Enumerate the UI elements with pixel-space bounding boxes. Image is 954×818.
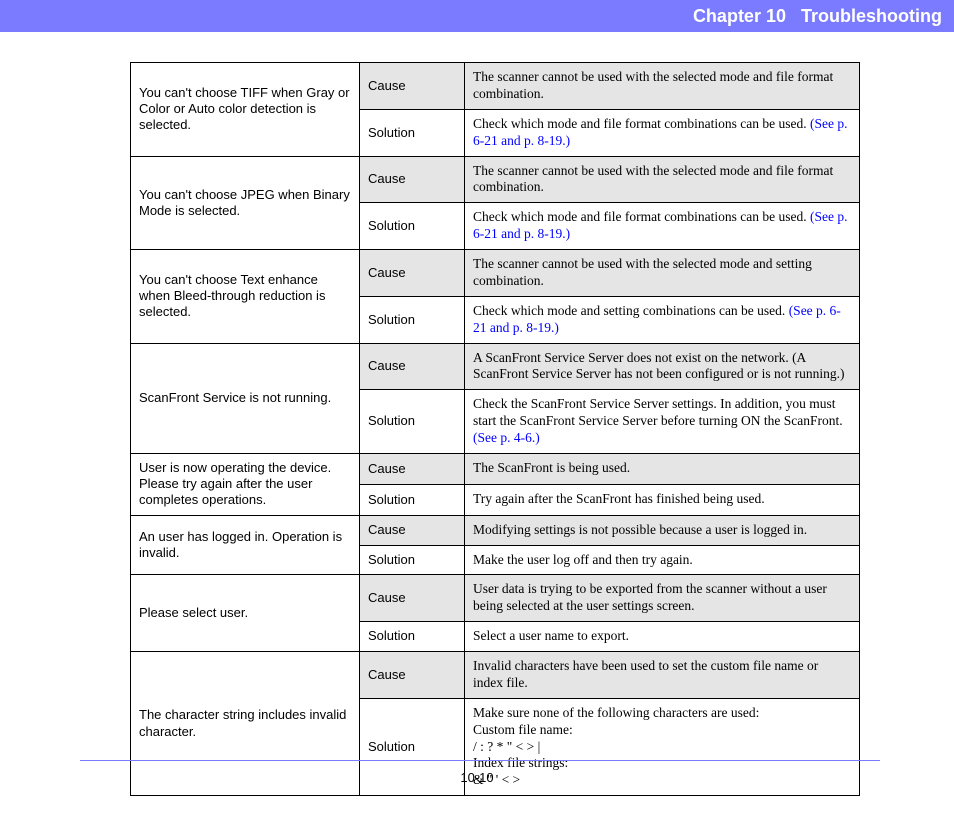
- cause-desc: The scanner cannot be used with the sele…: [465, 156, 860, 203]
- cause-label: Cause: [360, 575, 465, 622]
- issue-cell: You can't choose JPEG when Binary Mode i…: [131, 156, 360, 250]
- cause-label: Cause: [360, 652, 465, 699]
- cause-label: Cause: [360, 63, 465, 110]
- issue-cell: You can't choose TIFF when Gray or Color…: [131, 63, 360, 157]
- troubleshooting-table-container: You can't choose TIFF when Gray or Color…: [130, 62, 860, 796]
- solution-desc: Try again after the ScanFront has finish…: [465, 484, 860, 515]
- troubleshooting-table: You can't choose TIFF when Gray or Color…: [130, 62, 860, 796]
- cause-desc: The scanner cannot be used with the sele…: [465, 250, 860, 297]
- footer-rule: [80, 760, 880, 761]
- page-reference-link[interactable]: (See p. 6-21 and p. 8-19.): [473, 116, 848, 148]
- issue-cell: ScanFront Service is not running.: [131, 343, 360, 453]
- solution-desc: Check which mode and file format combina…: [465, 203, 860, 250]
- page-reference-link[interactable]: (See p. 4-6.): [473, 430, 540, 445]
- cause-label: Cause: [360, 343, 465, 390]
- issue-cell: Please select user.: [131, 575, 360, 652]
- solution-label: Solution: [360, 203, 465, 250]
- solution-label: Solution: [360, 545, 465, 575]
- chapter-title: Troubleshooting: [801, 6, 942, 26]
- cause-desc: A ScanFront Service Server does not exis…: [465, 343, 860, 390]
- solution-desc: Check which mode and file format combina…: [465, 109, 860, 156]
- cause-desc: The scanner cannot be used with the sele…: [465, 63, 860, 110]
- cause-desc: Modifying settings is not possible becau…: [465, 515, 860, 545]
- chapter-number: Chapter 10: [693, 6, 786, 26]
- cause-desc: The ScanFront is being used.: [465, 453, 860, 484]
- cause-label: Cause: [360, 156, 465, 203]
- solution-desc: Check which mode and setting combination…: [465, 296, 860, 343]
- cause-label: Cause: [360, 250, 465, 297]
- page-reference-link[interactable]: (See p. 6-21 and p. 8-19.): [473, 303, 841, 335]
- chapter-label: Chapter 10 Troubleshooting: [693, 6, 942, 27]
- solution-desc: Select a user name to export.: [465, 622, 860, 652]
- issue-cell: An user has logged in. Operation is inva…: [131, 515, 360, 575]
- chapter-header: Chapter 10 Troubleshooting: [0, 0, 954, 32]
- solution-label: Solution: [360, 484, 465, 515]
- solution-label: Solution: [360, 296, 465, 343]
- cause-label: Cause: [360, 515, 465, 545]
- cause-desc: Invalid characters have been used to set…: [465, 652, 860, 699]
- solution-label: Solution: [360, 109, 465, 156]
- cause-desc: User data is trying to be exported from …: [465, 575, 860, 622]
- issue-cell: User is now operating the device. Please…: [131, 453, 360, 515]
- solution-label: Solution: [360, 622, 465, 652]
- solution-desc: Check the ScanFront Service Server setti…: [465, 390, 860, 454]
- issue-cell: You can't choose Text enhance when Bleed…: [131, 250, 360, 344]
- solution-desc: Make the user log off and then try again…: [465, 545, 860, 575]
- solution-label: Solution: [360, 390, 465, 454]
- cause-label: Cause: [360, 453, 465, 484]
- page-number: 10-10: [0, 770, 954, 785]
- page-reference-link[interactable]: (See p. 6-21 and p. 8-19.): [473, 209, 848, 241]
